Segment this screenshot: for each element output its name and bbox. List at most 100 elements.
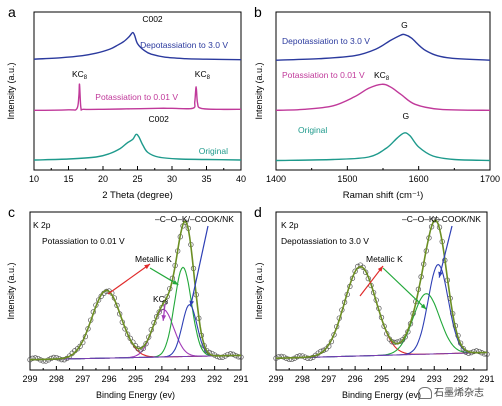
x-tick-label-d: 295 — [374, 374, 389, 384]
series-line-a-0 — [33, 31, 242, 61]
data-point-d — [392, 339, 398, 346]
data-point-c — [204, 347, 210, 354]
panel-label-c: c — [8, 204, 15, 220]
arrow-d-green-head — [420, 303, 427, 310]
series-label-a-2: Original — [199, 146, 228, 156]
condition-label-d: Depotassiation to 3.0 V — [281, 236, 369, 246]
data-point-c — [132, 343, 139, 349]
data-point-d — [460, 346, 466, 352]
core-level-label-c: K 2p — [33, 220, 51, 230]
x-axis-label-a: 2 Theta (degree) — [102, 190, 173, 201]
x-tick-label-a: 20 — [98, 174, 108, 184]
watermark-text: 石墨烯杂志 — [434, 388, 484, 399]
component-curve-c-3 — [30, 303, 241, 361]
data-point-c — [53, 354, 60, 361]
series-label-b-1: Potassiation to 0.01 V — [282, 70, 365, 80]
x-tick-label-d: 298 — [295, 374, 310, 384]
condition-label-c: Potassiation to 0.01 V — [42, 236, 125, 246]
series-label-a-1: Potassiation to 0.01 V — [95, 92, 178, 102]
data-point-d — [481, 351, 488, 357]
series-line-a-2 — [33, 133, 242, 161]
panel-label-b: b — [254, 4, 262, 20]
annotation-b-g-bottom: G — [403, 111, 410, 121]
watermark-icon — [418, 387, 432, 400]
annotation-a-kc8-left: KC8 — [72, 69, 88, 81]
x-tick-label-c: 293 — [181, 374, 196, 384]
data-point-c — [164, 293, 170, 300]
y-axis-label-b: Intensity (a.u.) — [254, 62, 264, 119]
annotation-d-metallic-k: Metallic K — [366, 254, 403, 264]
watermark: 石墨烯杂志 — [418, 384, 484, 400]
arrow-c-blue-head — [189, 300, 195, 307]
x-axis-label-d: Binding Energy (ev) — [342, 390, 421, 400]
data-point-d — [281, 354, 287, 360]
fit-envelope-c — [30, 220, 241, 361]
data-point-d — [431, 217, 437, 223]
data-point-d — [352, 268, 358, 274]
annotation-a-c002-top: C002 — [142, 14, 163, 24]
x-axis-label-b: Raman shift (cm⁻¹) — [343, 190, 424, 201]
data-point-c — [124, 331, 131, 337]
x-tick-label-d: 296 — [348, 374, 363, 384]
arrow-d-red — [359, 265, 384, 297]
data-point-d — [275, 354, 282, 360]
x-tick-label-d: 297 — [321, 374, 336, 384]
x-tick-label-c: 291 — [233, 374, 248, 384]
component-curve-d-2 — [276, 263, 487, 359]
series-line-b-0 — [275, 33, 491, 61]
x-tick-label-b: 1400 — [266, 174, 286, 184]
x-axis-label-c: Binding Energy (ev) — [96, 390, 175, 400]
component-curve-c-0 — [30, 289, 241, 361]
x-tick-label-a: 25 — [132, 174, 142, 184]
y-axis-label-a: Intensity (a.u.) — [6, 62, 16, 119]
x-tick-label-d: 294 — [400, 374, 415, 384]
x-tick-label-a: 30 — [167, 174, 177, 184]
arrow-d-red-head — [377, 266, 383, 272]
data-point-d — [323, 346, 329, 352]
arrow-c-red — [107, 263, 151, 295]
annotation-a-kc8-right: KC8 — [195, 69, 211, 81]
data-point-c — [77, 343, 83, 349]
x-tick-label-c: 299 — [22, 374, 37, 384]
arrow-c-purple-head — [161, 315, 167, 321]
series-line-b-2 — [275, 132, 491, 162]
data-point-d — [399, 337, 406, 343]
data-point-c — [29, 355, 36, 361]
x-tick-label-a: 35 — [201, 174, 211, 184]
data-point-d — [476, 348, 482, 355]
x-tick-label-a: 40 — [236, 174, 246, 184]
annotation-b-g-top: G — [401, 20, 408, 30]
core-level-label-d: K 2p — [281, 220, 299, 230]
series-label-b-0: Depotassiation to 3.0 V — [282, 36, 370, 46]
data-point-d — [389, 339, 395, 345]
series-label-a-0: Depotassiation to 3.0 V — [140, 40, 228, 50]
arrow-c-green-head — [172, 279, 179, 285]
x-tick-label-b: 1500 — [337, 174, 357, 184]
y-axis-label-c: Intensity (a.u.) — [6, 262, 16, 319]
panel-label-a: a — [8, 4, 16, 20]
data-point-c — [143, 341, 149, 347]
data-point-d — [304, 355, 311, 361]
x-tick-label-b: 1700 — [480, 174, 500, 184]
series-line-a-1 — [33, 83, 242, 111]
data-point-c — [58, 356, 65, 363]
x-tick-label-c: 292 — [207, 374, 222, 384]
data-point-c — [35, 355, 41, 362]
series-label-b-2: Original — [298, 125, 327, 135]
data-point-c — [95, 297, 102, 303]
x-tick-label-c: 295 — [128, 374, 143, 384]
data-point-d — [320, 347, 327, 353]
x-tick-label-c: 296 — [102, 374, 117, 384]
arrow-c-blue — [189, 225, 209, 307]
annotation-c-metallic-k: Metallic K — [135, 254, 172, 264]
x-tick-label-c: 298 — [49, 374, 64, 384]
arrow-d-blue-head — [438, 271, 443, 278]
arrow-d-blue — [438, 225, 453, 278]
data-point-c — [230, 351, 236, 357]
x-tick-label-a: 15 — [63, 174, 73, 184]
x-tick-label-a: 10 — [29, 174, 39, 184]
fit-envelope-d — [276, 219, 487, 359]
x-tick-label-d: 299 — [268, 374, 283, 384]
background-line-c — [30, 354, 241, 361]
